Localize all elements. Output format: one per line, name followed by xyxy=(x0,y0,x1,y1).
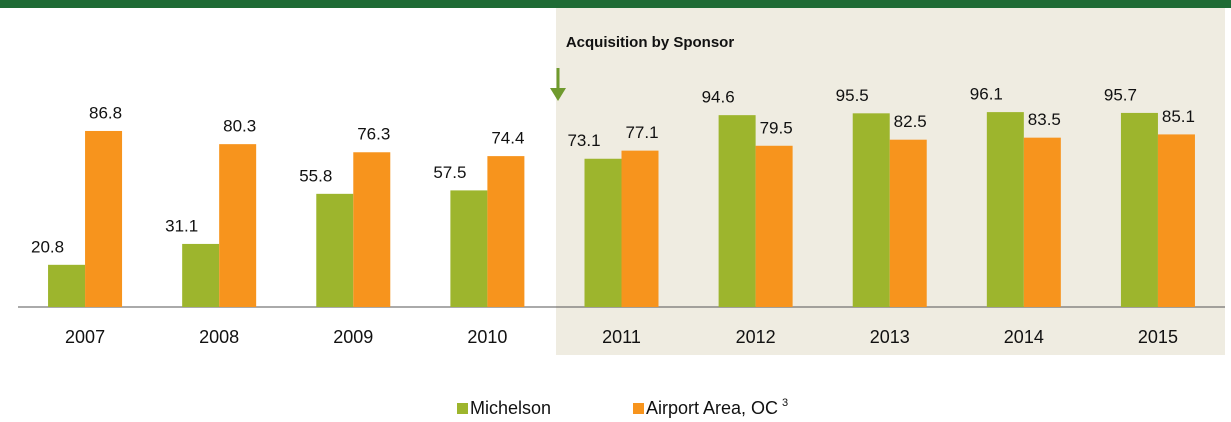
x-tick-label: 2010 xyxy=(467,327,507,347)
value-label: 73.1 xyxy=(567,131,600,150)
value-label: 57.5 xyxy=(433,163,466,182)
value-label: 31.1 xyxy=(165,216,198,235)
value-label: 94.6 xyxy=(702,88,735,107)
legend-label: Michelson xyxy=(470,398,551,418)
value-label: 77.1 xyxy=(625,123,658,142)
value-label: 86.8 xyxy=(89,103,122,122)
value-label: 55.8 xyxy=(299,166,332,185)
bar xyxy=(1120,112,1158,307)
value-label: 80.3 xyxy=(223,117,256,136)
bar xyxy=(353,152,391,307)
bar xyxy=(219,144,257,307)
value-label: 79.5 xyxy=(760,118,793,137)
value-label: 74.4 xyxy=(491,129,524,148)
bar xyxy=(1157,134,1195,307)
value-label: 95.7 xyxy=(1104,85,1137,104)
x-tick-label: 2014 xyxy=(1004,327,1044,347)
x-tick-label: 2013 xyxy=(870,327,910,347)
legend-footnote: 3 xyxy=(782,397,788,409)
x-tick-label: 2008 xyxy=(199,327,239,347)
value-label: 85.1 xyxy=(1162,107,1195,126)
x-tick-label: 2012 xyxy=(736,327,776,347)
top-band xyxy=(0,0,1231,8)
bar xyxy=(718,115,756,307)
bar xyxy=(182,243,220,307)
value-label: 95.5 xyxy=(836,86,869,105)
bar xyxy=(584,158,622,307)
arrow-head xyxy=(550,88,566,101)
value-label: 20.8 xyxy=(31,237,64,256)
bar xyxy=(755,145,793,307)
bar xyxy=(487,156,525,307)
value-label: 82.5 xyxy=(894,112,927,131)
annotation: Acquisition by Sponsor xyxy=(566,34,735,51)
value-label: 96.1 xyxy=(970,85,1003,104)
bar xyxy=(316,193,354,307)
bar xyxy=(85,130,123,307)
legend-swatch xyxy=(457,403,468,414)
value-label: 76.3 xyxy=(357,125,390,144)
bar xyxy=(621,150,659,307)
legend-label: Airport Area, OC xyxy=(646,398,778,418)
bar xyxy=(986,112,1024,308)
bar xyxy=(852,113,890,308)
value-label: 83.5 xyxy=(1028,110,1061,129)
bar xyxy=(450,190,488,307)
x-tick-label: 2009 xyxy=(333,327,373,347)
legend-swatch xyxy=(633,403,644,414)
x-tick-label: 2011 xyxy=(602,327,641,347)
x-tick-label: 2015 xyxy=(1138,327,1178,347)
bar xyxy=(1023,137,1061,307)
bar xyxy=(889,139,927,307)
bar xyxy=(48,264,86,307)
x-tick-label: 2007 xyxy=(65,327,105,347)
